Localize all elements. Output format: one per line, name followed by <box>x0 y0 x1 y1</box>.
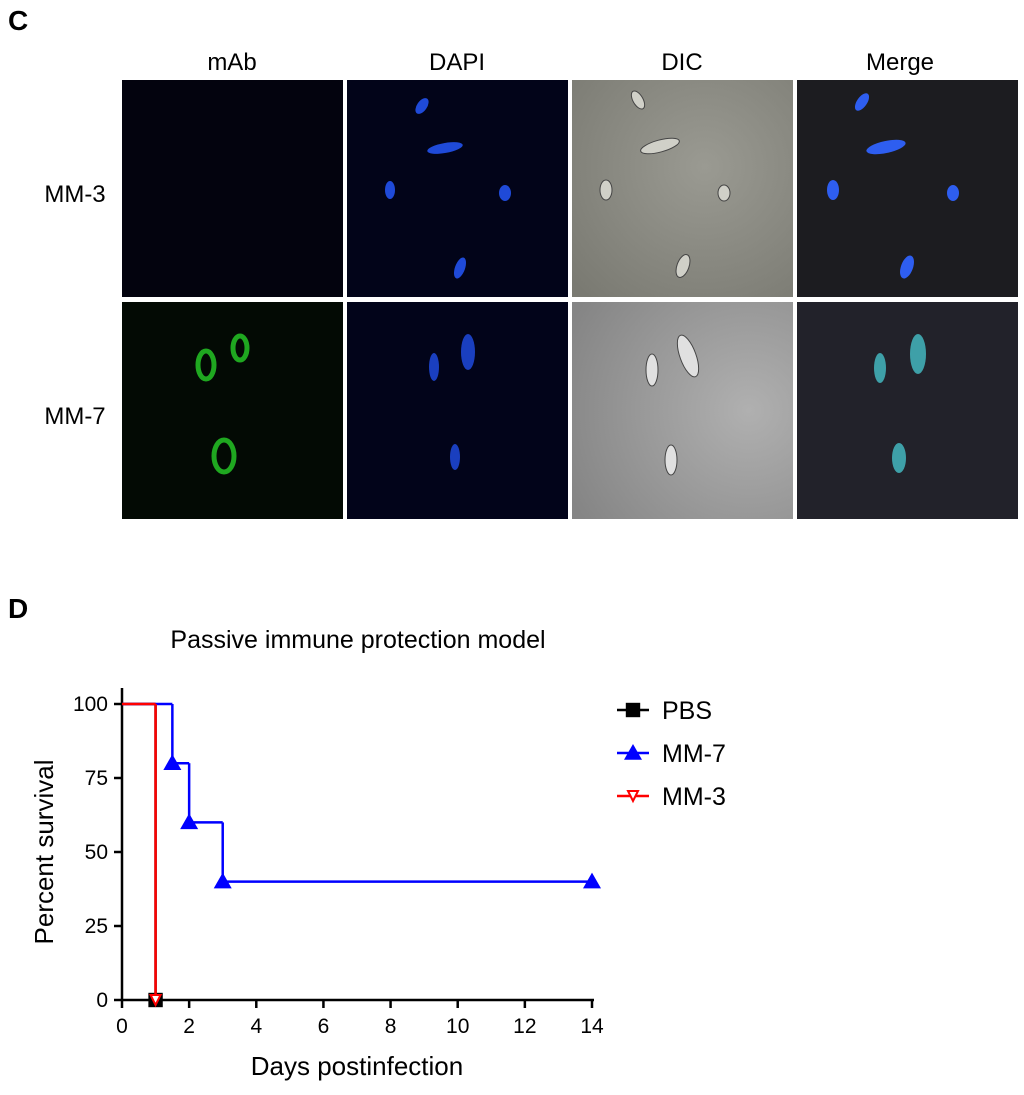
y-tick-label: 50 <box>85 841 108 864</box>
row-label: MM-7 <box>44 403 105 430</box>
column-header: mAb <box>207 49 256 76</box>
micrograph <box>347 302 568 519</box>
cells <box>429 334 475 470</box>
marker <box>583 872 601 889</box>
cells <box>599 90 731 278</box>
x-tick-label: 2 <box>183 1015 195 1038</box>
cells <box>195 333 250 475</box>
marker <box>148 994 163 1008</box>
x-tick-label: 12 <box>513 1015 536 1038</box>
micrograph <box>572 302 793 519</box>
micrograph <box>122 80 343 297</box>
row-label: MM-3 <box>44 181 105 208</box>
panel-label: D <box>8 593 28 624</box>
legend-marker <box>625 702 641 718</box>
panel-label: C <box>8 5 28 36</box>
x-tick-label: 10 <box>446 1015 469 1038</box>
marker <box>163 754 182 770</box>
x-tick-label: 6 <box>318 1015 330 1038</box>
x-tick-label: 4 <box>250 1015 262 1038</box>
marker <box>180 813 199 830</box>
legend-marker <box>626 790 640 804</box>
micrograph <box>347 80 568 297</box>
legend-label: MM-3 <box>662 783 726 811</box>
column-header: DIC <box>661 49 702 76</box>
marker <box>213 872 232 889</box>
cells <box>385 98 511 279</box>
y-tick-label: 75 <box>85 767 108 790</box>
chart-title: Passive immune protection model <box>170 626 545 654</box>
column-header: DAPI <box>429 49 485 76</box>
x-tick-label: 8 <box>385 1015 397 1038</box>
cells <box>645 334 700 476</box>
y-tick-label: 0 <box>96 989 108 1012</box>
cells <box>874 334 926 473</box>
x-tick-label: 0 <box>116 1015 128 1038</box>
micrograph-grid <box>122 80 1018 519</box>
y-axis-label: Percent survival <box>29 760 59 945</box>
x-tick-label: 14 <box>580 1015 604 1038</box>
cells <box>827 93 959 279</box>
column-header: Merge <box>866 49 934 76</box>
y-tick-label: 25 <box>85 915 108 938</box>
y-tick-label: 100 <box>73 693 108 716</box>
x-axis-label: Days postinfection <box>251 1051 463 1081</box>
legend-label: MM-7 <box>662 740 726 768</box>
legend-label: PBS <box>662 697 712 725</box>
micrograph <box>797 302 1018 519</box>
micrograph <box>122 302 343 519</box>
legend-marker <box>624 744 642 760</box>
